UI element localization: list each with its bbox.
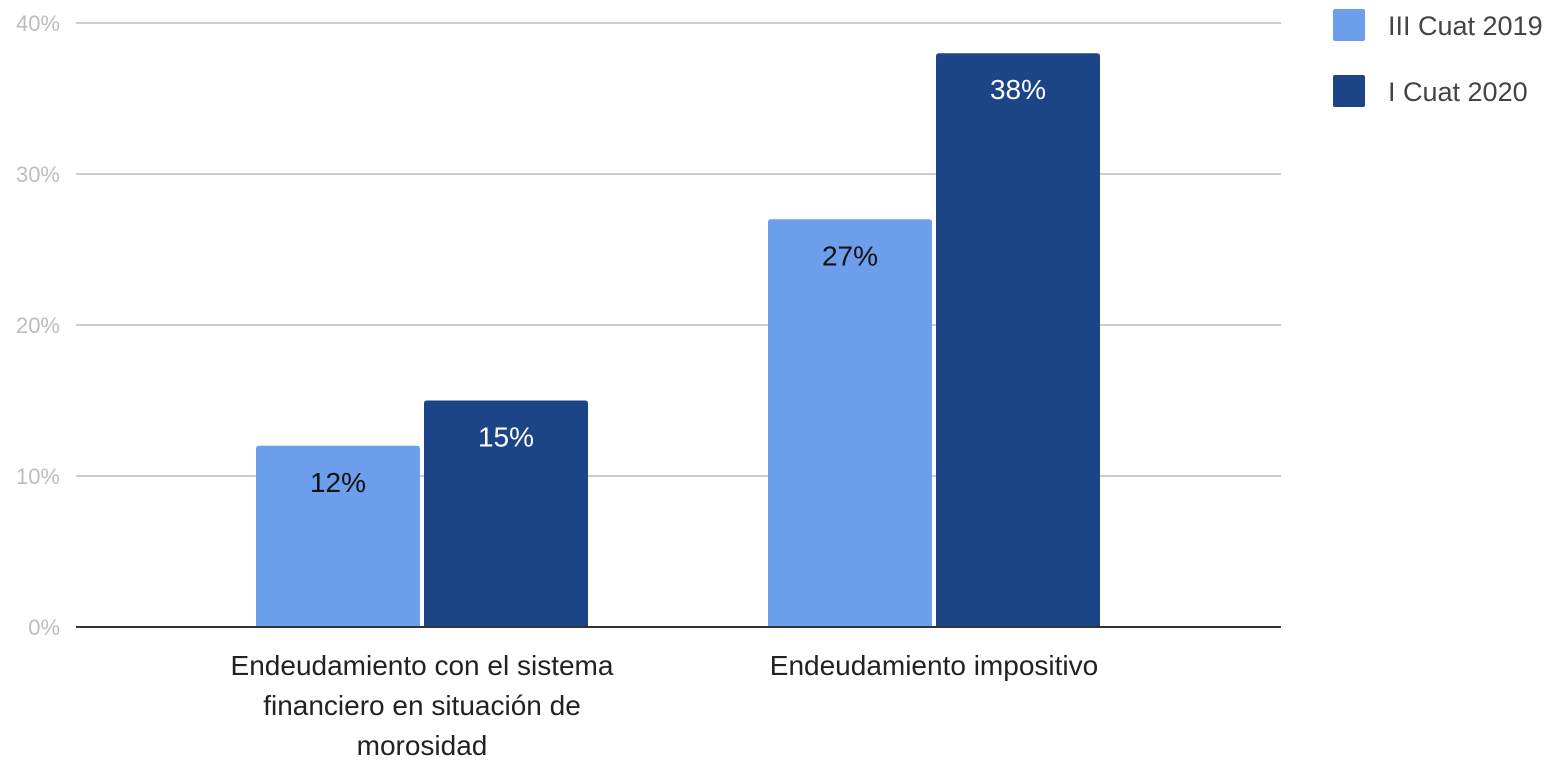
y-tick-label: 30% — [16, 162, 60, 187]
data-label: 38% — [990, 74, 1046, 105]
legend-swatch — [1333, 75, 1365, 107]
data-label: 27% — [822, 240, 878, 271]
data-label: 12% — [310, 467, 366, 498]
legend-swatch — [1333, 9, 1365, 41]
data-labels: 12% 27% 15% 38% — [310, 74, 1046, 498]
legend-label: III Cuat 2019 — [1388, 11, 1543, 41]
y-tick-label: 0% — [28, 615, 60, 640]
legend-item: III Cuat 2019 — [1333, 9, 1543, 41]
bar — [936, 53, 1100, 627]
legend-label: I Cuat 2020 — [1388, 77, 1528, 107]
x-category-label: Endeudamiento con el sistema financiero e… — [231, 650, 614, 761]
legend: III Cuat 2019 I Cuat 2020 — [1333, 9, 1543, 107]
y-tick-label: 40% — [16, 11, 60, 36]
legend-item: I Cuat 2020 — [1333, 75, 1528, 107]
x-category-label: Endeudamiento impositivo — [770, 650, 1098, 681]
data-label: 15% — [478, 422, 534, 453]
x-axis-category-labels: Endeudamiento con el sistema financiero e… — [231, 650, 1099, 761]
y-axis-tick-labels: 0% 10% 20% 30% 40% — [16, 11, 60, 640]
gridlines — [76, 22, 1281, 477]
bar — [256, 445, 420, 627]
y-tick-label: 10% — [16, 464, 60, 489]
y-tick-label: 20% — [16, 313, 60, 338]
bar — [768, 219, 932, 628]
bar — [424, 400, 588, 627]
bars — [256, 53, 1100, 628]
